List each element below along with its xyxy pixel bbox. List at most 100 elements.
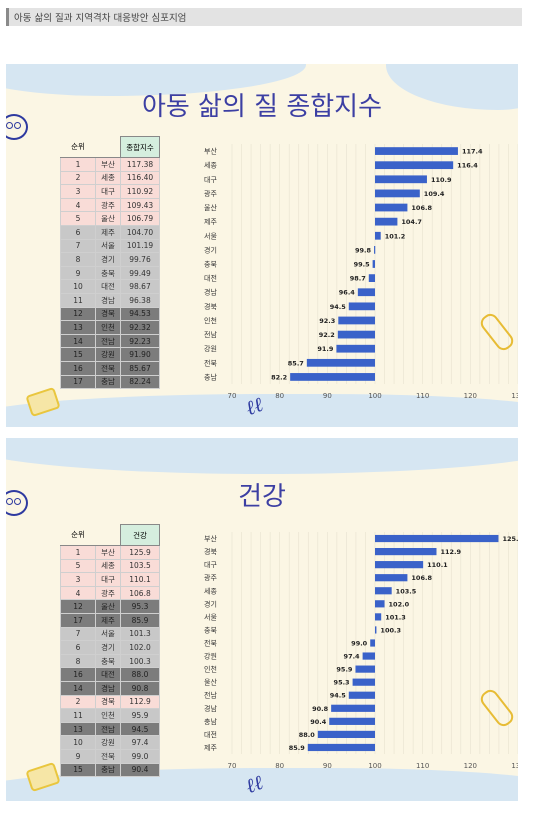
data-label: 112.9 xyxy=(440,548,461,556)
region-cell: 부산 xyxy=(95,545,121,560)
value-cell: 97.4 xyxy=(120,735,160,750)
category-label: 충북 xyxy=(204,625,217,634)
region-cell: 세종 xyxy=(95,558,121,574)
region-cell: 충북 xyxy=(95,265,121,281)
category-label: 대구 xyxy=(204,561,217,569)
category-label: 경북 xyxy=(204,302,217,311)
bar xyxy=(370,639,375,647)
table-row: 3 대구 110.92 xyxy=(60,184,160,199)
value-cell: 92.23 xyxy=(120,333,160,349)
rank-cell: 15 xyxy=(60,347,96,362)
region-cell: 대구 xyxy=(95,572,121,587)
category-label: 광주 xyxy=(204,574,217,582)
rank-cell: 13 xyxy=(60,320,96,335)
value-cell: 91.90 xyxy=(120,347,160,362)
bar xyxy=(336,344,375,353)
category-label: 대전 xyxy=(204,274,217,283)
value-header: 건강 xyxy=(120,524,160,546)
bar xyxy=(375,574,408,582)
table-row: 2 경북 112.9 xyxy=(60,694,160,710)
value-cell: 109.43 xyxy=(120,197,160,213)
category-label: 세종 xyxy=(204,586,217,595)
region-cell: 인천 xyxy=(95,320,121,335)
region-header xyxy=(95,136,121,158)
category-label: 대구 xyxy=(204,176,217,184)
rank-cell: 10 xyxy=(60,735,96,750)
region-cell: 부산 xyxy=(95,157,121,172)
data-label: 90.8 xyxy=(312,705,329,713)
data-label: 82.2 xyxy=(271,373,287,381)
bar xyxy=(375,217,398,226)
region-cell: 전남 xyxy=(95,721,121,737)
bar xyxy=(375,626,377,634)
category-label: 전남 xyxy=(204,330,217,339)
data-label: 99.0 xyxy=(351,640,368,648)
value-cell: 94.53 xyxy=(120,306,160,322)
value-cell: 102.0 xyxy=(120,640,160,655)
value-cell: 101.3 xyxy=(120,626,160,642)
category-label: 인천 xyxy=(204,665,217,674)
x-tick-label: 120 xyxy=(464,762,477,770)
ranking-table: 순위 종합지수 1 부산 117.38 2 세종 116.40 3 대구 110.92 4 광주 109.… xyxy=(60,136,160,390)
rank-header: 순위 xyxy=(60,524,96,546)
rank-cell: 6 xyxy=(60,640,96,655)
x-tick-label: 110 xyxy=(416,762,429,770)
data-label: 100.3 xyxy=(380,626,401,634)
value-cell: 116.40 xyxy=(120,170,160,186)
table-row: 6 제주 104.70 xyxy=(60,224,160,240)
region-cell: 경남 xyxy=(95,292,121,308)
section-header: 아동 삶의 질과 지역격차 대응방안 심포지엄 xyxy=(6,8,522,26)
category-label: 전북 xyxy=(204,358,217,367)
rank-cell: 11 xyxy=(60,292,96,308)
table-row: 11 경남 96.38 xyxy=(60,292,160,308)
rank-cell: 9 xyxy=(60,265,96,281)
value-cell: 103.5 xyxy=(120,558,160,574)
rank-cell: 14 xyxy=(60,680,96,696)
data-label: 125.9 xyxy=(502,535,518,543)
value-cell: 82.24 xyxy=(120,374,160,390)
table-header-row: 순위 종합지수 xyxy=(60,136,160,158)
table-header-row: 순위 건강 xyxy=(60,524,160,546)
table-row: 15 충남 90.4 xyxy=(60,762,160,778)
category-label: 전북 xyxy=(204,639,217,648)
value-cell: 90.8 xyxy=(120,680,160,696)
value-cell: 125.9 xyxy=(120,545,160,560)
category-label: 경남 xyxy=(204,704,217,713)
region-cell: 전북 xyxy=(95,748,121,764)
x-tick-label: 70 xyxy=(228,392,237,400)
category-label: 강원 xyxy=(204,344,217,353)
rank-cell: 2 xyxy=(60,170,96,186)
table-row: 8 경기 99.76 xyxy=(60,252,160,267)
region-cell: 제주 xyxy=(95,612,121,628)
value-cell: 88.0 xyxy=(120,667,160,682)
region-cell: 강원 xyxy=(95,735,121,750)
bar xyxy=(375,161,454,170)
value-cell: 117.38 xyxy=(120,157,160,172)
data-label: 90.4 xyxy=(310,718,327,726)
rank-cell: 1 xyxy=(60,157,96,172)
category-label: 부산 xyxy=(204,147,217,156)
region-cell: 대구 xyxy=(95,184,121,199)
table-row: 9 충북 99.49 xyxy=(60,265,160,281)
table-row: 9 전북 99.0 xyxy=(60,748,160,764)
table-row: 12 울산 95.3 xyxy=(60,599,160,614)
data-label: 85.7 xyxy=(288,359,304,367)
table-row: 10 대전 98.67 xyxy=(60,279,160,294)
bar xyxy=(362,652,375,660)
category-label: 제주 xyxy=(204,744,217,752)
rank-cell: 9 xyxy=(60,748,96,764)
bar xyxy=(375,534,499,543)
value-cell: 106.79 xyxy=(120,211,160,226)
bar xyxy=(372,260,375,268)
bar xyxy=(352,678,375,686)
x-tick-label: 120 xyxy=(464,392,477,400)
x-tick-label: 90 xyxy=(323,762,332,770)
data-label: 95.3 xyxy=(334,679,350,687)
region-cell: 전북 xyxy=(95,360,121,376)
bar xyxy=(357,288,375,297)
bar xyxy=(375,231,381,240)
table-row: 4 광주 106.8 xyxy=(60,585,160,601)
bar xyxy=(355,665,375,673)
table-row: 7 서울 101.19 xyxy=(60,238,160,254)
bar xyxy=(375,189,420,198)
